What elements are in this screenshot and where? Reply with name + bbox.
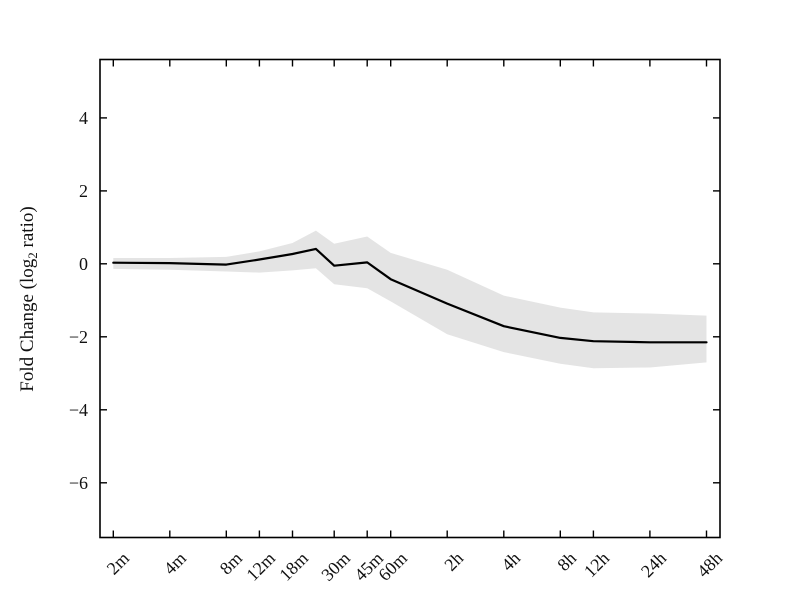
y-tick-label: −4	[68, 399, 88, 420]
y-tick-label: 2	[79, 180, 88, 201]
confidence-band	[113, 230, 707, 369]
axis-frame	[99, 58, 721, 539]
y-tick-label: 4	[79, 107, 88, 128]
fold-change-line	[112, 247, 708, 344]
y-axis-label-post: ratio)	[17, 206, 38, 253]
y-tick-label: 0	[79, 253, 88, 274]
y-tick-label: −2	[68, 326, 88, 347]
y-tick-label: −6	[68, 472, 88, 493]
